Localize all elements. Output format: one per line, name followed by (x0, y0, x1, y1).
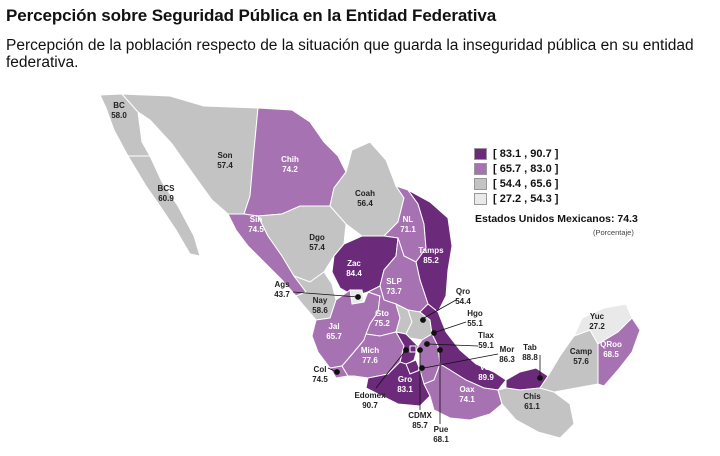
map-legend: [ 83.1 , 90.7 ] [ 65.7 , 83.0 ] [ 54.4 ,… (474, 146, 558, 206)
label-cdmx-value: 85.7 (412, 421, 428, 430)
state-region-camp (539, 329, 599, 393)
label-qro-value: 54.4 (455, 297, 471, 306)
label-pue-value: 68.1 (433, 435, 449, 444)
label-dgo-abbr: Dgo (309, 233, 325, 242)
national-label: Estados Unidos Mexicanos: (475, 213, 615, 225)
label-ags-value: 43.7 (274, 290, 290, 299)
label-ags-abbr: Ags (274, 280, 290, 289)
label-bcs-value: 60.9 (158, 194, 174, 203)
label-hgo-value: 55.1 (467, 319, 483, 328)
label-son-value: 57.4 (217, 161, 233, 170)
label-mich-value: 77.6 (362, 356, 378, 365)
state-labels: BC 58.0 Son 57.4 Chih 74.2 BCS 60.9 Coah… (111, 101, 622, 444)
label-yuc-abbr: Yuc (590, 312, 605, 321)
label-edomex-value: 90.7 (362, 401, 378, 410)
label-chih-abbr: Chih (281, 155, 299, 164)
label-son-abbr: Son (217, 151, 232, 160)
label-mich-abbr: Mich (361, 346, 379, 355)
legend-item: [ 54.4 , 65.6 ] (474, 176, 558, 191)
national-average: Estados Unidos Mexicanos: 74.3 (475, 213, 638, 225)
label-jal-abbr: Jal (328, 322, 339, 331)
legend-swatch (474, 147, 487, 160)
label-camp-abbr: Camp (570, 347, 592, 356)
label-gto-value: 75.2 (374, 319, 390, 328)
label-tamps-abbr: Tamps (418, 246, 444, 255)
label-bcs-abbr: BCS (158, 184, 176, 193)
legend-label: [ 54.4 , 65.6 ] (493, 177, 559, 190)
label-chis-value: 61.1 (524, 402, 540, 411)
label-zac-value: 84.4 (346, 269, 362, 278)
label-col-abbr: Col (314, 365, 327, 374)
label-gro-value: 83.1 (397, 385, 413, 394)
label-qroo-abbr: QRoo (600, 340, 622, 349)
label-mor-value: 86.3 (499, 355, 515, 364)
label-hgo-abbr: Hgo (467, 309, 483, 318)
label-chis-abbr: Chis (523, 392, 541, 401)
label-tlax-abbr: Tlax (478, 331, 495, 340)
legend-item: [ 27.2 , 54.3 ] (474, 191, 558, 206)
leader-lines (292, 291, 543, 424)
label-coah-value: 56.4 (357, 199, 373, 208)
label-ver-value: 89.9 (478, 373, 494, 382)
label-chih-value: 74.2 (282, 165, 298, 174)
state-region-chis (497, 387, 575, 439)
legend-label: [ 83.1 , 90.7 ] (493, 147, 559, 160)
label-pue-abbr: Pue (434, 425, 449, 434)
label-sin-value: 74.5 (248, 225, 264, 234)
legend-swatch (474, 192, 487, 205)
label-mor-abbr: Mor (500, 345, 515, 354)
label-gto-abbr: Gto (375, 309, 389, 318)
label-qroo-value: 68.5 (603, 350, 619, 359)
label-oax-value: 74.1 (459, 395, 475, 404)
label-bc-value: 58.0 (111, 111, 127, 120)
label-col-value: 74.5 (312, 375, 328, 384)
label-tamps-value: 85.2 (423, 256, 439, 265)
label-zac-abbr: Zac (347, 259, 361, 268)
label-tlax-value: 59.1 (478, 341, 494, 350)
label-slp-abbr: SLP (386, 277, 402, 286)
state-region-bcs (127, 155, 201, 257)
legend-item: [ 65.7 , 83.0 ] (474, 161, 558, 176)
label-camp-value: 57.6 (573, 357, 589, 366)
map-subtitle: Percepción de la población respecto de l… (6, 37, 694, 71)
label-ver-abbr: Ver (480, 363, 492, 372)
label-cdmx-abbr: CDMX (408, 411, 432, 420)
label-tab-abbr: Tab (523, 343, 537, 352)
label-tab-value: 88.8 (522, 353, 538, 362)
legend-label: [ 65.7 , 83.0 ] (493, 162, 559, 175)
state-region-cdmx (409, 345, 417, 353)
label-bc-abbr: BC (113, 101, 125, 110)
label-qro-abbr: Qro (456, 287, 470, 296)
label-sin-abbr: Sin (250, 215, 263, 224)
label-nay-value: 58.6 (312, 306, 328, 315)
legend-swatch (474, 177, 487, 190)
label-jal-value: 65.7 (326, 332, 342, 341)
legend-item: [ 83.1 , 90.7 ] (474, 146, 558, 161)
legend-label: [ 27.2 , 54.3 ] (493, 192, 559, 205)
state-region-qroo (597, 317, 641, 387)
label-nl-value: 71.1 (400, 225, 416, 234)
label-gro-abbr: Gro (398, 375, 412, 384)
legend-swatch (474, 162, 487, 175)
unit-note: (Porcentaje) (593, 228, 634, 237)
label-slp-value: 73.7 (386, 287, 402, 296)
label-coah-abbr: Coah (355, 189, 375, 198)
label-nl-abbr: NL (403, 215, 414, 224)
map-title: Percepción sobre Seguridad Pública en la… (6, 6, 497, 25)
label-dgo-value: 57.4 (309, 243, 325, 252)
label-nay-abbr: Nay (313, 296, 328, 305)
label-oax-abbr: Oax (459, 385, 475, 394)
label-edomex-abbr: Edomex (354, 391, 386, 400)
national-value: 74.3 (617, 213, 638, 225)
label-yuc-value: 27.2 (589, 322, 605, 331)
